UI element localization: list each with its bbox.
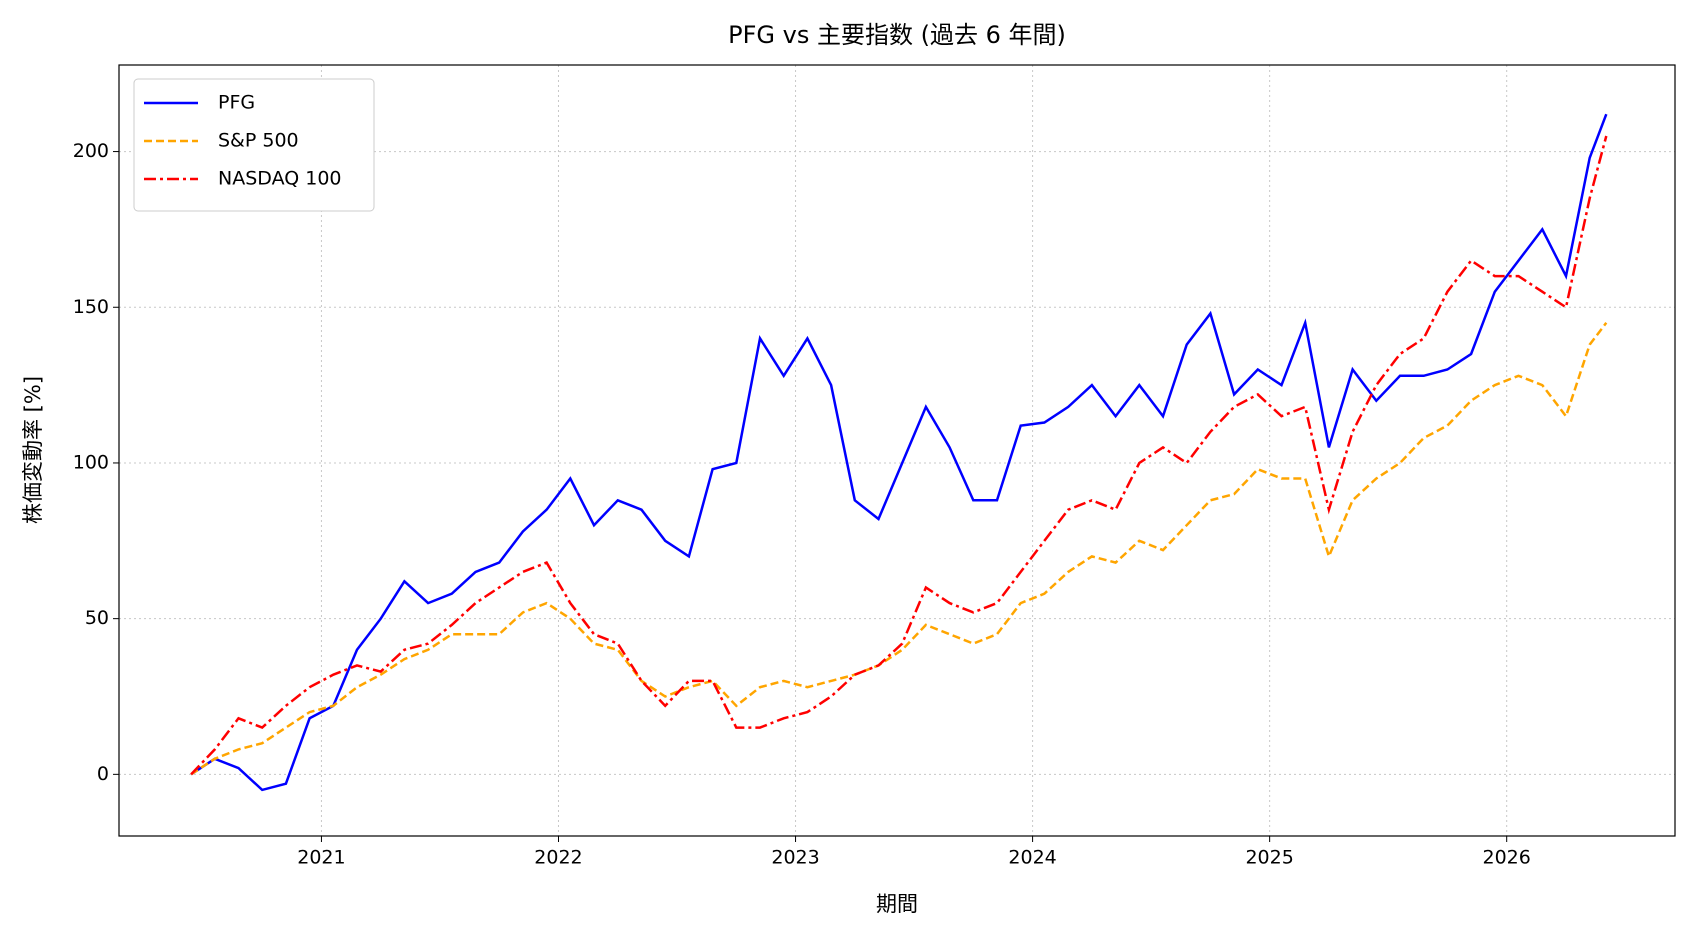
x-tick-label: 2021 bbox=[297, 847, 345, 869]
y-tick-label: 200 bbox=[73, 140, 109, 162]
series-line bbox=[190, 322, 1608, 776]
legend-label: S&P 500 bbox=[218, 130, 299, 152]
x-tick-label: 2022 bbox=[534, 847, 582, 869]
chart-title: PFG vs 主要指数 (過去 6 年間) bbox=[728, 21, 1066, 49]
plot-frame bbox=[118, 64, 1676, 837]
series-line bbox=[190, 135, 1608, 776]
legend-label: PFG bbox=[218, 92, 255, 114]
x-tick-label: 2026 bbox=[1483, 847, 1531, 869]
x-tick-label: 2025 bbox=[1245, 847, 1293, 869]
y-axis-label: 株価変動率 [%] bbox=[21, 376, 45, 524]
y-tick-label: 0 bbox=[97, 763, 109, 785]
x-tick-label: 2024 bbox=[1008, 847, 1056, 869]
series-line bbox=[190, 113, 1608, 792]
x-axis-label: 期間 bbox=[876, 892, 918, 916]
y-tick-label: 100 bbox=[73, 451, 109, 473]
x-tick-label: 2023 bbox=[771, 847, 819, 869]
legend-label: NASDAQ 100 bbox=[218, 168, 342, 190]
y-tick-label: 50 bbox=[85, 607, 109, 629]
y-tick-label: 150 bbox=[73, 296, 109, 318]
